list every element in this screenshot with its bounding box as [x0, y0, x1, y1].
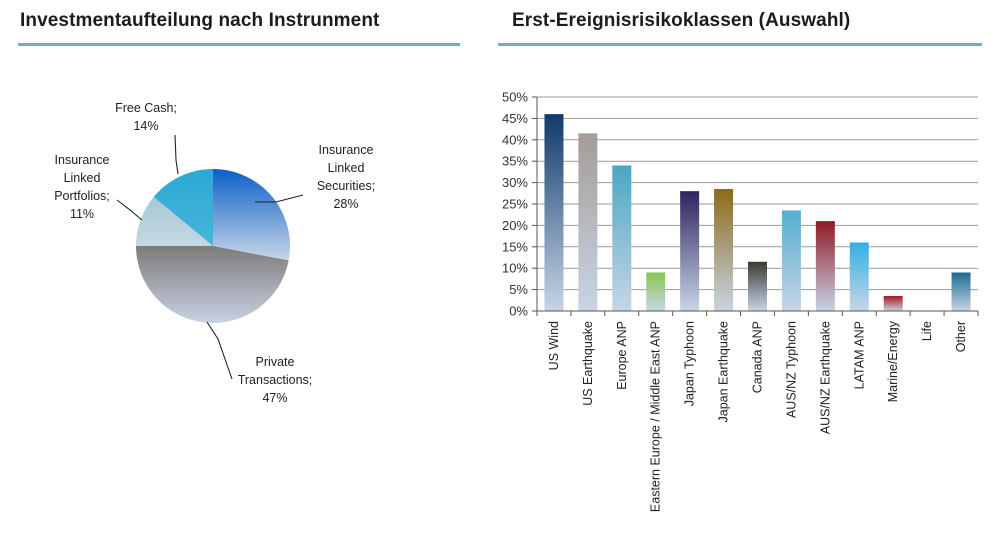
- category-label-9: LATAM ANP: [852, 321, 866, 389]
- category-label-2: Europe ANP: [615, 321, 629, 390]
- y-tick-label-9: 45%: [502, 111, 528, 126]
- bar-4: [680, 191, 700, 311]
- y-tick-label-2: 10%: [502, 261, 528, 276]
- pie-slice-1: [136, 246, 289, 324]
- y-tick-label-0: 0%: [509, 304, 528, 319]
- category-label-5: Japan Earthquake: [717, 321, 731, 423]
- bar-7: [781, 210, 801, 311]
- bar-0: [544, 114, 564, 312]
- category-label-12: Other: [954, 321, 968, 352]
- bar-5: [714, 189, 734, 311]
- bar-12: [951, 272, 971, 311]
- y-tick-label-1: 5%: [509, 282, 528, 297]
- category-label-7: AUS/NZ Typhoon: [784, 321, 798, 418]
- bar-2: [612, 165, 632, 311]
- bar-3: [646, 272, 666, 311]
- title-underline-right: [498, 43, 982, 46]
- bar-6: [748, 261, 767, 311]
- title-underline-left: [18, 43, 460, 46]
- pie-chart: Insurance Linked Securities; 28% Private Tran…: [54, 101, 375, 405]
- pie-leader-line-2: [116, 199, 143, 221]
- bar-10: [883, 296, 903, 311]
- y-tick-label-4: 20%: [502, 218, 528, 233]
- bar-9: [849, 242, 869, 311]
- pie-leader-line-1: [206, 321, 233, 380]
- y-tick-label-6: 30%: [502, 175, 528, 190]
- pie-label-3: Free Cash; 14%: [115, 101, 177, 133]
- y-tick-label-10: 50%: [502, 90, 528, 105]
- y-tick-label-5: 25%: [502, 197, 528, 212]
- pie-slice-3: [153, 169, 213, 246]
- category-label-4: Japan Typhoon: [683, 321, 697, 406]
- category-label-1: US Earthquake: [581, 321, 595, 406]
- category-label-11: Life: [920, 321, 934, 341]
- pie-slice-2: [136, 196, 213, 246]
- bar-8: [815, 221, 835, 311]
- category-label-6: Canada ANP: [751, 321, 765, 393]
- bar-chart-title: Erst-Ereignisrisikoklassen (Auswahl): [512, 10, 851, 31]
- y-tick-label-7: 35%: [502, 154, 528, 169]
- pie-leader-line-3: [174, 134, 179, 175]
- y-tick-label-3: 15%: [502, 239, 528, 254]
- bar-chart: 0% 5% 10% 15% 20% 25% 30% 35% 40% 45% 50% US Wind US…: [502, 90, 979, 512]
- category-label-0: US Wind: [547, 321, 561, 370]
- category-label-3: Eastern Europe / Middle East ANP: [649, 321, 663, 512]
- pie-label-1: Private Transactions; 47%: [238, 355, 313, 405]
- bar-1: [578, 133, 598, 311]
- pie-label-2: Insurance Linked Portfolios; 11%: [54, 153, 110, 221]
- pie-leader-line-0: [255, 194, 304, 203]
- pie-label-0: Insurance Linked Securities; 28%: [317, 143, 375, 211]
- pie-slice-0: [213, 169, 291, 261]
- y-tick-label-8: 40%: [502, 132, 528, 147]
- pie-chart-title: Investmentaufteilung nach Instrunment: [20, 10, 380, 31]
- category-label-10: Marine/Energy: [886, 320, 900, 402]
- category-label-8: AUS/NZ Earthquake: [818, 321, 832, 434]
